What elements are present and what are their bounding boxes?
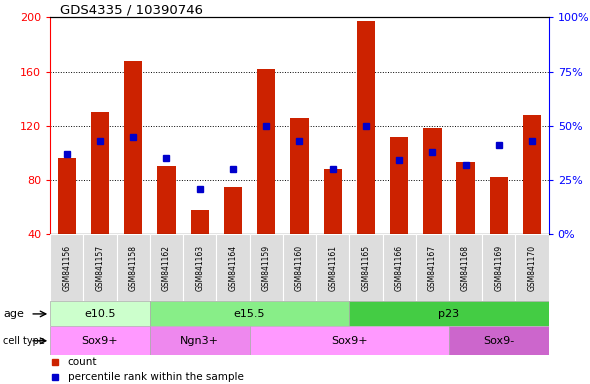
Text: GSM841157: GSM841157 [96, 245, 104, 291]
Bar [349, 301, 549, 326]
Text: GSM841164: GSM841164 [228, 245, 237, 291]
Bar [316, 234, 349, 301]
Text: GDS4335 / 10390746: GDS4335 / 10390746 [60, 3, 203, 16]
Bar [217, 234, 250, 301]
Bar [323, 169, 342, 234]
Text: p23: p23 [438, 309, 460, 319]
Text: GSM841167: GSM841167 [428, 245, 437, 291]
Bar [449, 234, 482, 301]
Bar [357, 22, 375, 234]
Bar [150, 234, 183, 301]
Text: GSM841169: GSM841169 [494, 245, 503, 291]
Text: GSM841156: GSM841156 [63, 245, 71, 291]
Text: GSM841166: GSM841166 [395, 245, 404, 291]
Bar [83, 234, 117, 301]
Bar [124, 61, 142, 234]
Text: GSM841168: GSM841168 [461, 245, 470, 291]
Text: Sox9+: Sox9+ [81, 336, 119, 346]
Bar [490, 177, 508, 234]
Bar [150, 301, 349, 326]
Bar [423, 129, 441, 234]
Bar [58, 158, 76, 234]
Text: GSM841162: GSM841162 [162, 245, 171, 291]
Text: Sox9+: Sox9+ [331, 336, 368, 346]
Text: GSM841159: GSM841159 [262, 245, 271, 291]
Bar [183, 234, 217, 301]
Text: GSM841163: GSM841163 [195, 245, 204, 291]
Bar [250, 234, 283, 301]
Text: Ngn3+: Ngn3+ [180, 336, 219, 346]
Bar [50, 234, 83, 301]
Text: GSM841158: GSM841158 [129, 245, 137, 291]
Bar [349, 234, 382, 301]
Text: count: count [68, 358, 97, 367]
Text: percentile rank within the sample: percentile rank within the sample [68, 372, 244, 382]
Text: GSM841160: GSM841160 [295, 245, 304, 291]
Bar [91, 112, 109, 234]
Bar [382, 234, 416, 301]
Bar [224, 187, 242, 234]
Bar [117, 234, 150, 301]
Text: GSM841165: GSM841165 [362, 245, 371, 291]
Text: age: age [3, 309, 24, 319]
Text: GSM841170: GSM841170 [527, 245, 536, 291]
Bar [449, 326, 549, 355]
Bar [191, 210, 209, 234]
Bar [150, 326, 250, 355]
Bar [50, 326, 150, 355]
Bar [390, 137, 408, 234]
Text: GSM841161: GSM841161 [328, 245, 337, 291]
Bar [50, 301, 150, 326]
Bar [257, 69, 276, 234]
Bar [516, 234, 549, 301]
Text: Sox9-: Sox9- [483, 336, 514, 346]
Text: e15.5: e15.5 [234, 309, 266, 319]
Text: cell type: cell type [3, 336, 45, 346]
Bar [416, 234, 449, 301]
Bar [158, 166, 176, 234]
Bar [482, 234, 516, 301]
Text: e10.5: e10.5 [84, 309, 116, 319]
Bar [523, 115, 541, 234]
Bar [250, 326, 449, 355]
Bar [457, 162, 475, 234]
Bar [283, 234, 316, 301]
Bar [290, 118, 309, 234]
